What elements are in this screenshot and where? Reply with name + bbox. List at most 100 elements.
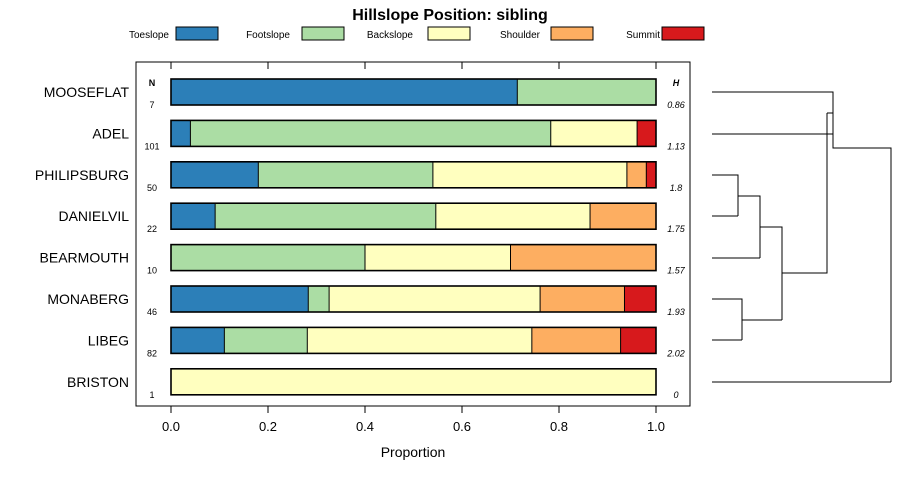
bar-segment-backslope	[171, 368, 656, 395]
bar-segment-footslope	[224, 327, 308, 354]
bar-row-briston: BRISTON 1 0	[67, 367, 679, 400]
bar-segment-backslope	[435, 203, 591, 230]
bar-segment-toeslope	[171, 203, 216, 230]
row-n-value: 82	[147, 348, 157, 358]
plot-frame	[135, 61, 691, 407]
x-tick-label: 0.8	[550, 419, 568, 434]
x-tick-label: 0.0	[162, 419, 180, 434]
bar-segment-toeslope	[171, 286, 309, 312]
bar-segment-footslope	[190, 120, 551, 147]
legend-swatch-footslope	[301, 26, 345, 41]
bar-outline	[170, 367, 657, 396]
row-n-value: 101	[144, 141, 159, 151]
x-tick-label: 0.4	[356, 419, 374, 434]
n-column-header: N	[149, 78, 156, 88]
bar-segment-shoulder	[510, 244, 656, 271]
dendrogram-branch	[738, 195, 761, 258]
bar-outline	[170, 161, 657, 189]
row-n-value: 7	[149, 100, 154, 110]
bar-row-libeg: LIBEG 82 2.02	[88, 326, 685, 358]
dendrogram-branch	[782, 113, 828, 274]
bar-segment-footslope	[215, 203, 436, 230]
x-tick-label: 0.2	[259, 419, 277, 434]
row-n-value: 46	[147, 307, 157, 317]
legend-label-backslope: Backslope	[367, 30, 414, 41]
x-axis: 0.0 0.2 0.4 0.6 0.8 1.0	[162, 62, 665, 434]
bar-segment-backslope	[307, 327, 532, 354]
row-h-value: 1.13	[667, 141, 685, 151]
bar-segment-summit	[620, 327, 656, 354]
row-n-value: 1	[149, 390, 154, 400]
bar-outline	[170, 243, 657, 272]
bar-segment-toeslope	[171, 79, 518, 105]
legend-swatch-backslope	[427, 26, 471, 41]
bar-segment-shoulder	[540, 286, 625, 312]
row-h-value: 1.8	[670, 183, 683, 193]
bar-row-monaberg: MONABERG 46 1.93	[47, 285, 685, 317]
row-label: MOOSEFLAT	[44, 84, 130, 100]
chart-title: Hillslope Position: sibling	[352, 7, 548, 24]
bar-segment-backslope	[365, 244, 511, 271]
dendrogram	[712, 91, 892, 383]
row-n-value: 22	[147, 224, 157, 234]
row-h-value: 1.93	[667, 307, 685, 317]
row-label: DANIELVIL	[58, 208, 129, 224]
bar-outline	[170, 78, 657, 106]
bar-segment-footslope	[308, 286, 330, 312]
bar-segment-summit	[637, 120, 656, 147]
bar-segment-toeslope	[171, 120, 191, 147]
legend-swatch-toeslope	[175, 26, 219, 41]
bar-row-philipsburg: PHILIPSBURG 50 1.8	[35, 161, 683, 193]
bar-outline	[170, 285, 657, 313]
bar-row-mooseflat: MOOSEFLAT 7 0.86	[44, 78, 685, 110]
bar-segment-shoulder	[590, 203, 656, 230]
row-h-value: 1.75	[667, 224, 686, 234]
row-label: ADEL	[92, 125, 129, 141]
row-label: BEARMOUTH	[40, 250, 129, 266]
bar-outline	[170, 202, 657, 230]
row-h-value: 0	[673, 390, 678, 400]
bar-segment-backslope	[329, 286, 541, 312]
bar-segment-summit	[646, 161, 656, 188]
legend-swatch-shoulder	[550, 26, 594, 41]
h-column-header: H	[673, 78, 680, 88]
dendrogram-branch	[712, 298, 743, 340]
row-n-value: 10	[147, 266, 157, 276]
dendrogram-branch	[712, 91, 834, 134]
bar-row-danielvil: DANIELVIL 22 1.75	[58, 202, 686, 234]
bar-segment-backslope	[432, 161, 627, 188]
row-label: LIBEG	[88, 332, 129, 348]
row-label: PHILIPSBURG	[35, 167, 129, 183]
row-n-value: 50	[147, 183, 157, 193]
bar-outline	[170, 326, 657, 355]
bar-segment-shoulder	[626, 161, 647, 188]
x-tick-label: 1.0	[647, 419, 665, 434]
legend-label-footslope: Footslope	[246, 30, 290, 41]
bar-segment-backslope	[550, 120, 638, 147]
row-h-value: 2.02	[666, 348, 685, 358]
legend: Toeslope Footslope Backslope Shoulder Summit	[129, 26, 705, 41]
x-axis-label: Proportion	[381, 444, 446, 460]
bar-row-bearmouth: BEARMOUTH 10 1.57	[40, 243, 686, 276]
x-tick-label: 0.6	[453, 419, 471, 434]
legend-swatch-summit	[661, 26, 705, 41]
row-label: MONABERG	[47, 291, 129, 307]
row-h-value: 0.86	[667, 100, 685, 110]
bar-segment-shoulder	[531, 327, 621, 354]
bar-segment-toeslope	[171, 161, 259, 188]
dendrogram-branch	[832, 113, 892, 382]
dendrogram-branch	[760, 226, 783, 320]
legend-label-summit: Summit	[626, 30, 660, 41]
bar-segment-footslope	[258, 161, 433, 188]
row-h-value: 1.57	[667, 266, 686, 276]
bar-row-adel: ADEL 101 1.13	[92, 119, 685, 151]
bar-segment-footslope	[171, 244, 365, 271]
legend-label-toeslope: Toeslope	[129, 30, 169, 41]
bar-segment-toeslope	[171, 327, 225, 354]
bar-outline	[170, 119, 657, 148]
dendrogram-branch	[712, 174, 739, 216]
legend-label-shoulder: Shoulder	[500, 30, 541, 41]
bar-segment-summit	[624, 286, 656, 312]
